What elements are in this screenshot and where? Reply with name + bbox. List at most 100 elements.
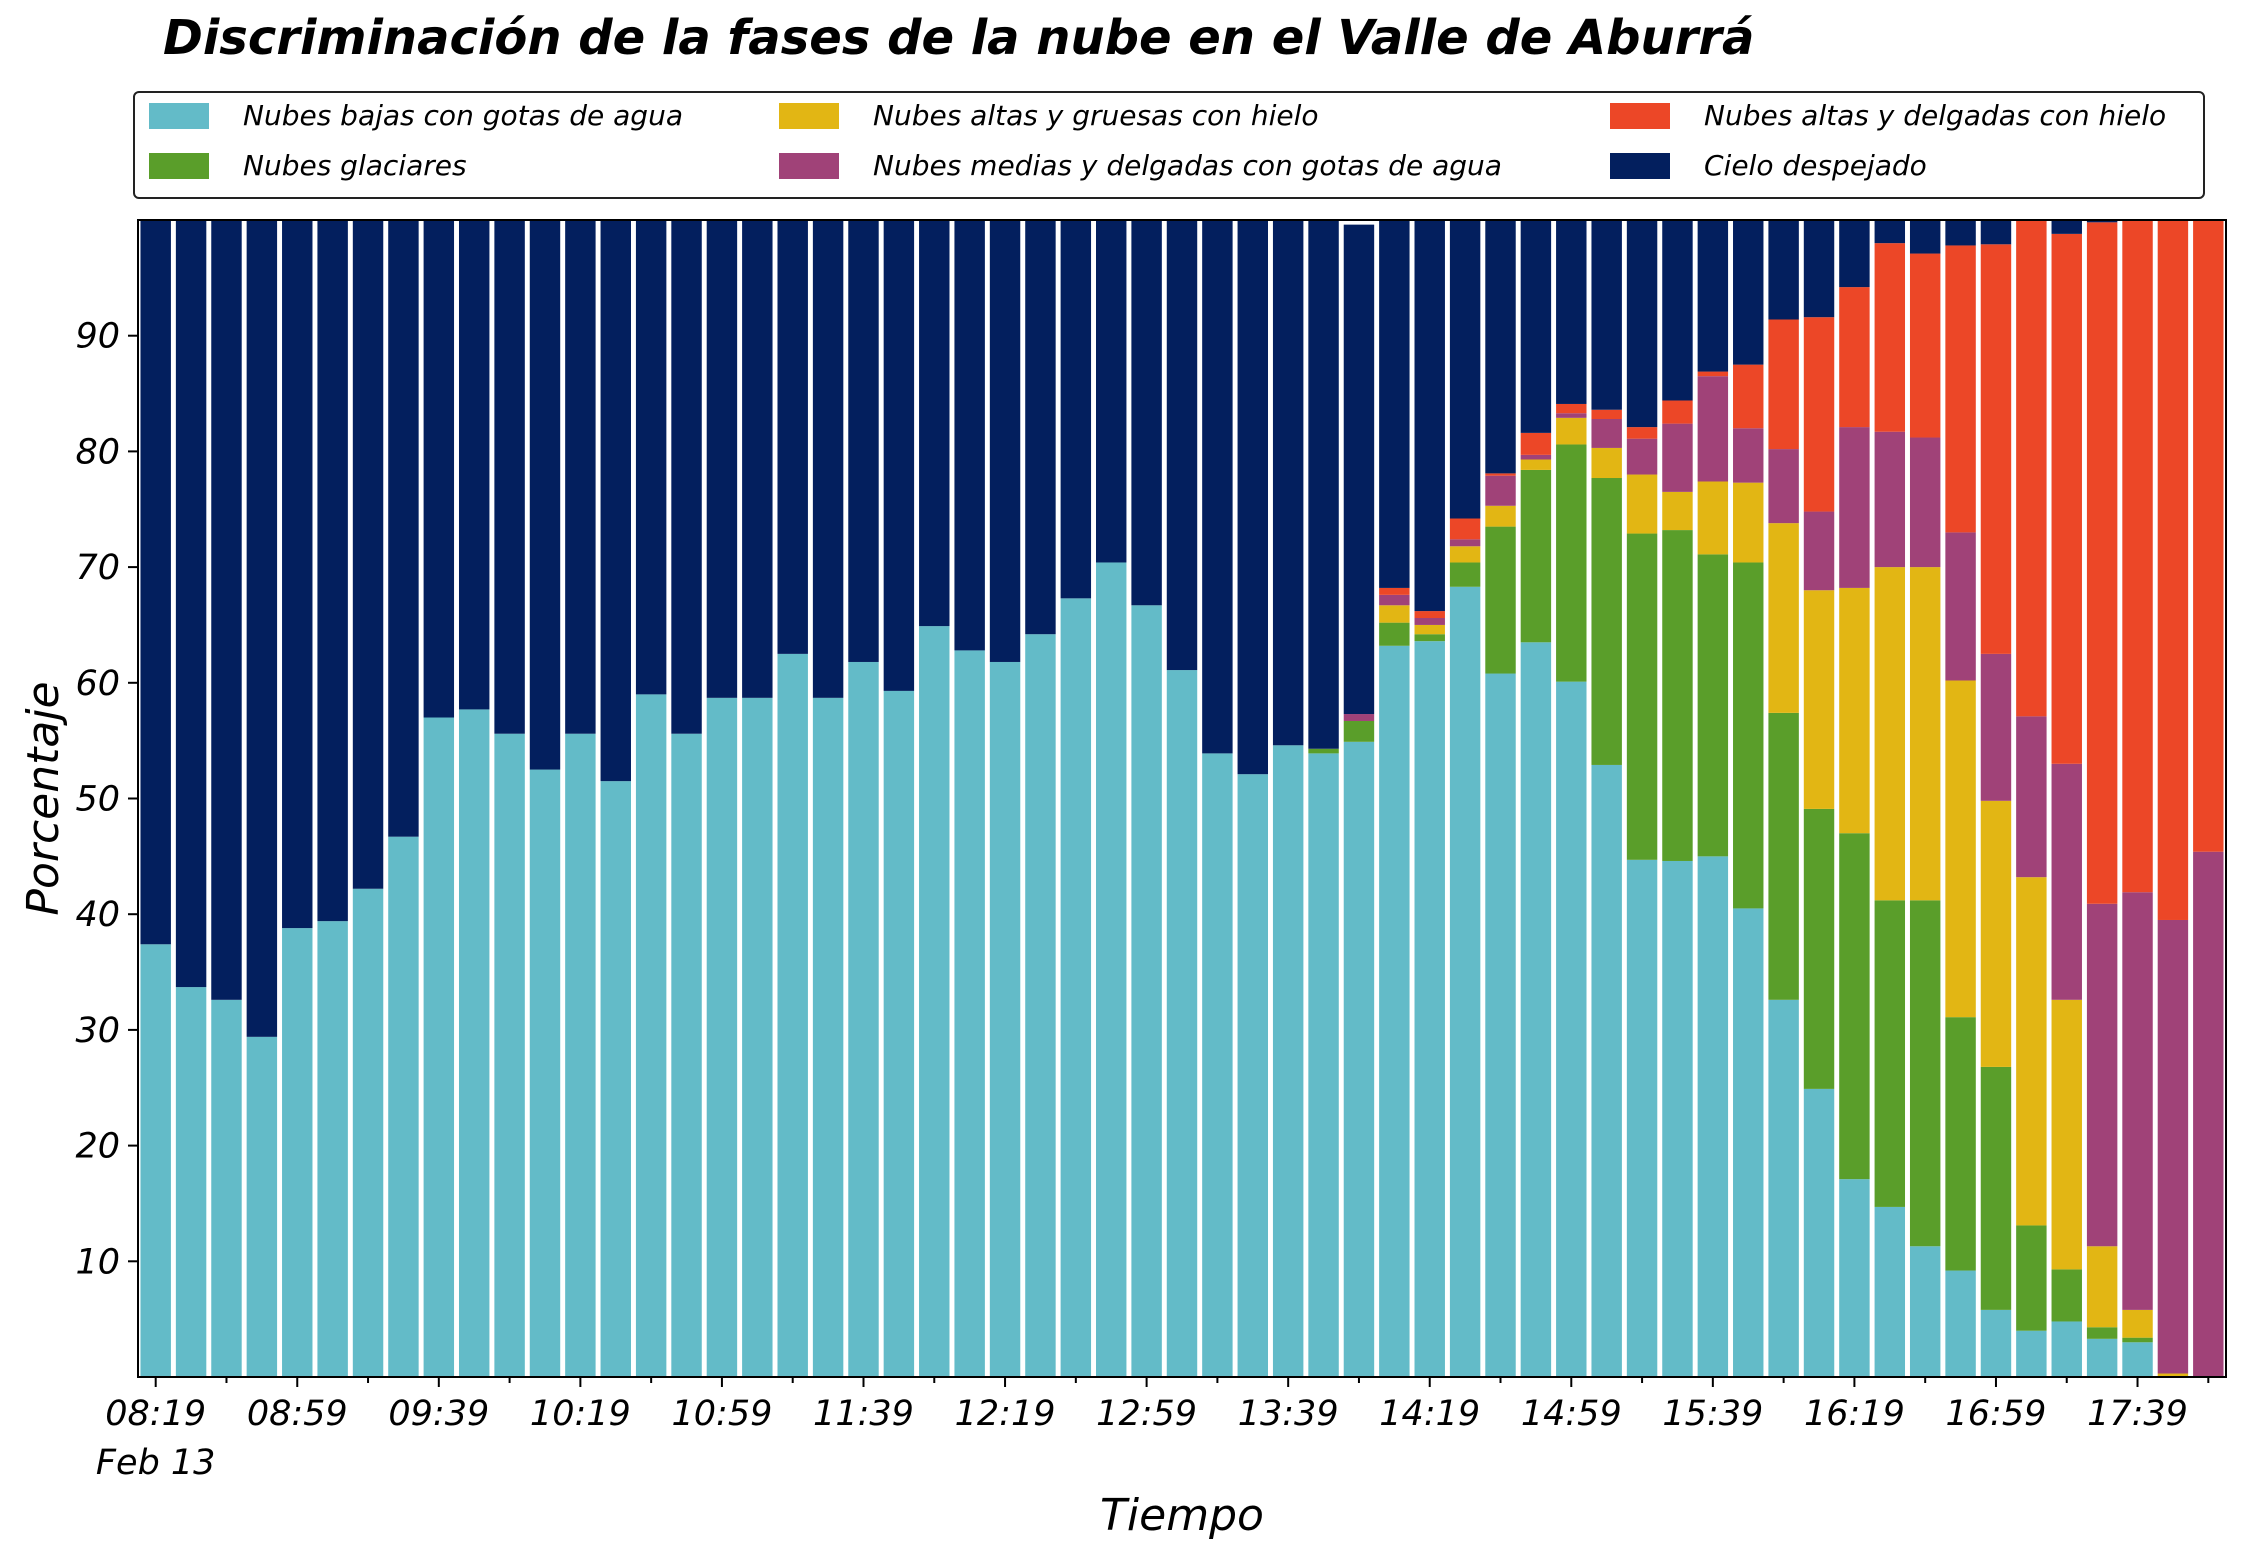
bar-segment [1945,680,1976,1018]
bar-segment [1308,748,1339,754]
bar-segment [1768,449,1799,524]
x-tick-label: 10:59 [671,1394,772,1434]
legend-label: Cielo despejado [1704,149,1927,182]
bar-segment [1485,220,1516,474]
bar-segment [1237,774,1268,1377]
bar-segment [423,220,455,718]
bar-segment [777,220,808,654]
bar-segment [1485,526,1516,674]
bar-segment [1591,409,1622,420]
x-tick-label: 16:19 [1804,1394,1905,1434]
bar-segment [1733,482,1764,563]
bar-segment [1025,220,1056,635]
bar-segment [1874,220,1906,244]
bar-segment [2086,220,2118,223]
bar-segment [1839,220,1870,288]
legend: Nubes bajas con gotas de agua Nubes glac… [133,91,2205,199]
bar-segment [282,928,313,1377]
bar-segment [1733,908,1764,1377]
bar-segment [2051,220,2082,234]
x-tick-label: 14:59 [1521,1394,1622,1434]
bar-segment [1945,532,1976,681]
bar-segment [919,220,950,627]
legend-item: Nubes bajas con gotas de agua [149,99,683,132]
bar-segment [706,697,738,1377]
bar-segment [1839,287,1870,428]
bar-segment [2086,1327,2118,1339]
legend-item: Nubes altas y gruesas con hielo [779,99,1319,132]
bar-segment [1379,622,1410,646]
bar-segment [742,220,773,698]
bar-segment [1414,618,1445,625]
bar-segment [317,220,348,922]
legend-label: Nubes altas y delgadas con hielo [1704,99,2167,132]
bar-segment [352,220,384,889]
bar-segment [1803,220,1835,318]
bar-segment [1803,1088,1835,1377]
bar-segment [1874,567,1906,901]
bar-segment [1626,438,1658,475]
bar-segment [1414,641,1445,1377]
bar-segment [989,220,1021,662]
bar-segment [1803,317,1835,512]
bar-segment [1520,642,1552,1377]
bar-segment [246,1036,278,1377]
bar-segment [1520,432,1552,455]
x-axis-title: Tiempo [1100,1490,1264,1541]
bar-segment [1662,220,1693,401]
bar-segment [989,661,1021,1377]
bar-segment [1202,220,1233,754]
bar-segment [1626,533,1658,860]
bar-segment [1343,741,1375,1377]
bar-segment [1909,900,1941,1247]
bar-segment [1449,562,1481,587]
bar-segment [1485,475,1516,506]
bar-segment [423,717,455,1377]
bar-segment [954,220,985,651]
bar-segment [1166,670,1198,1377]
bar-segment [1697,371,1729,377]
bar-segment [848,661,879,1377]
bar-segment [1096,562,1127,1377]
bar-segment [1556,681,1587,1377]
bar-segment [1414,220,1445,612]
bar-segment [2016,220,2047,717]
bar-segment [1626,859,1658,1377]
bar-segment [246,220,278,1037]
bar-segment [1485,673,1516,1377]
bar-segment [1556,413,1587,418]
legend-label: Nubes medias y delgadas con gotas de agu… [873,149,1502,182]
bar-segment [1556,417,1587,445]
bar-segment [1980,220,2012,245]
bar-segment [1556,220,1587,404]
legend-swatch [149,102,209,129]
y-tick-label: 90 [75,317,120,357]
bar-segment [1662,423,1693,492]
bar-segment [1697,376,1729,482]
bar-segment [2051,999,2082,1270]
legend-swatch [1610,102,1670,129]
bar-segment [812,220,844,698]
bar-segment [1874,243,1906,432]
bar-segment [635,694,667,1377]
bar-segment [1945,245,1976,533]
bar-segment [388,220,419,837]
bar-segment [1060,220,1092,599]
bar-segment [1909,437,1941,568]
bar-segment [1733,562,1764,909]
bar-segment [1379,594,1410,606]
y-tick-label: 30 [75,1011,120,1051]
x-axis: 08:19 08:59 09:39 10:19 10:59 11:39 12:19 12:59… [105,1377,2210,1434]
bar-segment [1591,220,1622,410]
bar-segment [1449,586,1481,1377]
bar-segment [1520,469,1552,643]
bar-segment [388,836,419,1377]
bar-segment [1839,833,1870,1180]
bar-segment [175,220,207,988]
bar-segment [2086,1246,2118,1328]
bar-segment [1662,491,1693,531]
bar-segment [2051,1321,2082,1377]
bar-segment [1768,712,1799,1000]
bar-segment [1237,220,1268,775]
